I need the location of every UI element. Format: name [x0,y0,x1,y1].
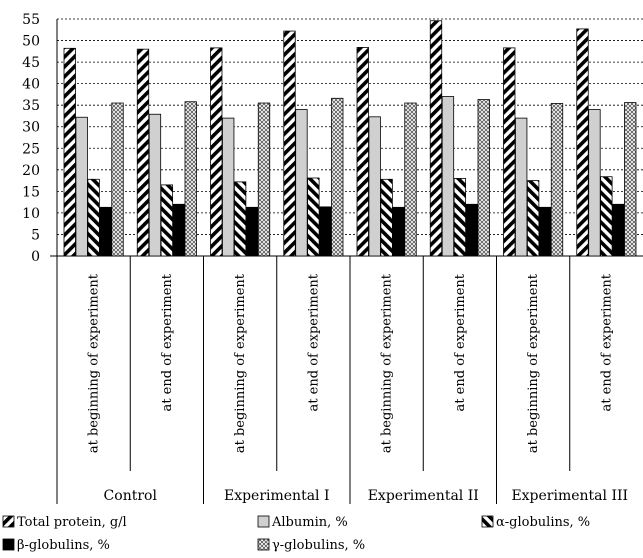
legend-label: β-globulins, % [17,538,110,553]
group-label: Control [104,488,158,504]
y-tick-label: 20 [22,163,40,179]
bar [515,117,528,257]
bar [538,206,552,257]
bar [136,48,150,257]
bar [624,102,637,257]
bar [307,177,320,257]
y-tick-label: 25 [22,141,40,157]
category-label: at end of experiment [160,273,175,411]
bar [588,109,601,257]
bar [283,30,296,257]
bar [210,47,223,257]
bar [356,47,369,257]
bar [75,116,88,257]
bar [257,102,271,257]
legend-label: γ-globulins, % [272,538,365,553]
bar [160,184,174,257]
category-label: at beginning of experiment [380,273,395,453]
category-label: at beginning of experiment [233,273,248,453]
bar [550,103,564,257]
x-axis: at beginning of experiment at end of expe… [56,256,628,504]
bar [319,206,332,257]
bar [172,203,185,257]
bar [576,28,589,257]
legend-label: Albumin, % [271,515,348,530]
y-tick-label: 55 [22,12,40,28]
bar [233,181,247,257]
legend: Total protein, g/l Albumin, % α-globulins,… [2,515,590,553]
legend-swatch [257,538,270,551]
bar [148,113,162,257]
bars [63,20,637,257]
y-tick-label: 45 [22,55,40,71]
bar [612,203,625,257]
bar [392,206,405,257]
bar [600,176,613,257]
bar [87,178,100,257]
bar [441,96,455,257]
y-tick-label: 15 [22,184,40,200]
bar [111,102,124,257]
bar [99,206,112,257]
category-label: at end of experiment [306,273,321,411]
bar [368,116,381,257]
y-tick-label: 50 [22,34,40,50]
y-tick-label: 0 [31,249,40,265]
legend-swatch [257,515,270,528]
bar [63,47,76,257]
bar [295,109,308,257]
bar [222,117,235,257]
bar [245,206,259,257]
legend-swatch [2,515,15,528]
y-tick-label: 10 [22,206,40,222]
bar [404,102,417,257]
bar [477,99,490,257]
bar [526,180,540,257]
category-label: at beginning of experiment [87,273,102,453]
bar [331,97,344,257]
y-tick-label: 35 [22,98,40,114]
y-tick-label: 30 [22,120,40,136]
group-label: Experimental III [511,488,628,504]
category-label: at end of experiment [599,273,614,411]
y-tick-label: 5 [31,227,40,243]
legend-label: Total protein, g/l [17,515,127,530]
bar [380,178,393,257]
bar [465,203,478,257]
bar [503,47,516,257]
group-label: Experimental I [224,488,330,504]
legend-swatch [481,515,494,528]
bar [453,178,467,257]
category-label: at end of experiment [453,273,468,411]
y-tick-label: 40 [22,77,40,93]
bar [429,20,443,257]
category-label: at beginning of experiment [526,273,541,453]
bar [184,101,197,257]
legend-label: α-globulins, % [496,515,590,530]
group-label: Experimental II [368,488,479,504]
legend-swatch [2,538,15,551]
y-axis: 0 5 10 15 20 25 30 35 40 45 50 55 [22,12,643,504]
